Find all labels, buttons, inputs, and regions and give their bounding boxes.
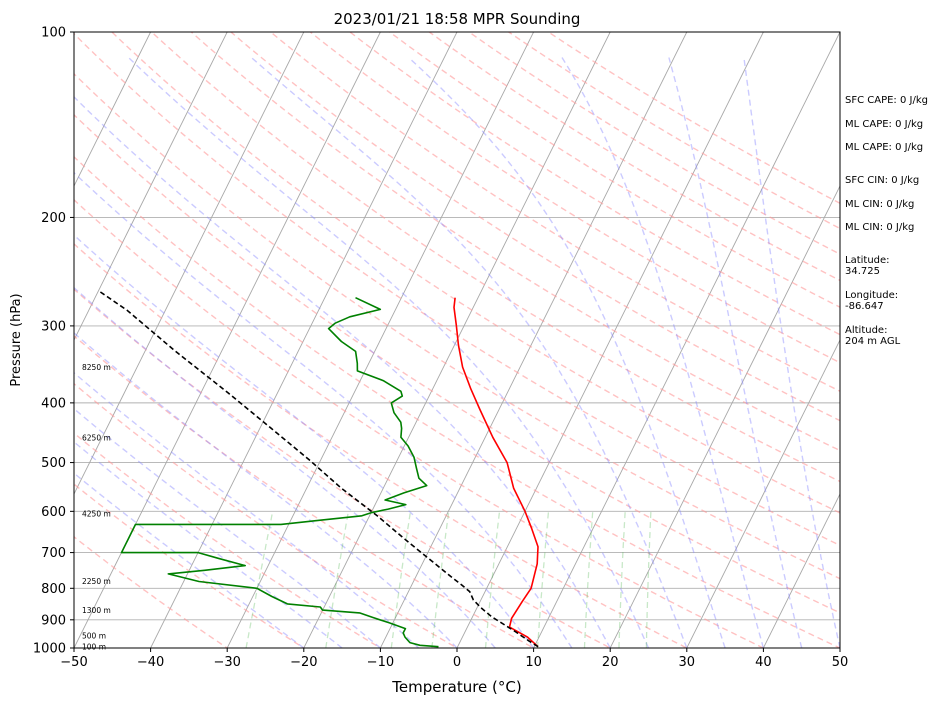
mixing-ratio-line — [390, 511, 412, 648]
height-label: 100 m — [82, 643, 106, 652]
moist-adiabat — [74, 472, 305, 648]
dry-adiabat — [74, 32, 840, 547]
dry-adiabat — [348, 32, 840, 336]
isotherm-line — [379, 32, 688, 648]
dry-adiabat — [150, 32, 840, 483]
isotherm-line — [74, 32, 228, 342]
x-tick-label: −50 — [60, 655, 87, 670]
dry-adiabat — [74, 382, 459, 648]
ml-cape-label-1: ML CAPE: 0 J/kg — [845, 119, 924, 130]
y-tick-label: 800 — [41, 582, 66, 597]
moist-adiabat — [74, 332, 458, 648]
moist-adiabat — [74, 286, 496, 648]
ml-cin-label-1: ML CIN: 0 J/kg — [845, 199, 915, 210]
parcel-profile — [98, 290, 539, 648]
dry-adiabat — [74, 198, 766, 648]
moist-adiabat — [74, 234, 535, 648]
latitude-label: Latitude: — [845, 255, 890, 266]
longitude-label: Longitude: — [845, 290, 899, 301]
ml-cape-label-2: ML CAPE: 0 J/kg — [845, 142, 924, 153]
dry-adiabat — [74, 432, 382, 648]
x-tick-label: −40 — [137, 655, 164, 670]
y-tick-label: 900 — [41, 613, 66, 628]
isotherm-line — [150, 32, 458, 648]
mixing-ratio-line — [245, 511, 274, 648]
dry-adiabat — [74, 155, 840, 648]
y-tick-label: 400 — [41, 396, 66, 411]
mixing-ratio-line — [618, 511, 626, 648]
isotherm-line — [762, 492, 840, 648]
dry-adiabat — [74, 243, 689, 648]
isotherm-line — [74, 32, 381, 648]
mixing-ratio-line — [536, 511, 550, 648]
dry-adiabat — [74, 288, 612, 648]
dry-adiabat — [74, 113, 840, 614]
moist-adiabat — [668, 57, 803, 648]
dry-adiabat — [229, 32, 840, 422]
moist-adiabat — [743, 57, 840, 648]
longitude-value: -86.647 — [845, 301, 884, 312]
sfc-cape-label: SFC CAPE: 0 J/kg — [845, 95, 928, 106]
isotherm-line — [74, 32, 305, 496]
y-tick-label: 500 — [41, 456, 66, 471]
height-label: 1300 m — [82, 606, 111, 615]
y-tick-label: 200 — [41, 211, 66, 226]
x-tick-label: −30 — [213, 655, 240, 670]
dry-adiabat — [74, 334, 536, 648]
isotherm-line — [609, 184, 840, 648]
isotherm-line — [303, 32, 611, 648]
y-tick-label: 300 — [41, 319, 66, 334]
x-axis-label: Temperature (°C) — [391, 678, 521, 696]
isotherm-line — [226, 32, 535, 648]
height-label: 500 m — [82, 632, 106, 641]
dewpoint-profile — [120, 296, 439, 648]
isotherm-line — [686, 338, 840, 648]
moist-adiabat — [250, 56, 688, 648]
moist-adiabat — [408, 56, 726, 648]
moist-adiabat — [74, 371, 420, 648]
dry-adiabat — [74, 72, 840, 580]
moist-adiabat — [561, 57, 765, 648]
height-label: 8250 m — [82, 363, 111, 372]
moist-adiabat — [74, 441, 343, 648]
dry-adiabat — [74, 535, 229, 648]
x-tick-label: −10 — [367, 655, 394, 670]
isotherm-line — [533, 32, 840, 648]
moist-adiabat — [74, 171, 573, 648]
x-tick-label: 0 — [453, 655, 461, 670]
x-tick-label: −20 — [290, 655, 317, 670]
altitude-value: 204 m AGL — [845, 336, 901, 347]
dry-adiabat — [190, 32, 840, 452]
mixing-ratio-line — [325, 511, 350, 648]
moist-adiabat — [74, 95, 611, 648]
dry-adiabat — [74, 483, 306, 648]
x-tick-label: 20 — [602, 655, 619, 670]
dry-adiabat — [110, 32, 840, 514]
y-axis-label: Pressure (hPa) — [9, 293, 24, 386]
mixing-ratio-line — [484, 511, 501, 648]
sfc-cin-label: SFC CIN: 0 J/kg — [845, 175, 920, 186]
mixing-ratio-line — [645, 511, 652, 648]
x-tick-label: 50 — [832, 655, 849, 670]
height-label: 6250 m — [82, 433, 111, 442]
height-label: 4250 m — [82, 510, 111, 519]
isotherm-line — [74, 32, 152, 188]
height-label: 2250 m — [82, 577, 111, 586]
y-tick-label: 700 — [41, 546, 66, 561]
y-tick-label: 600 — [41, 505, 66, 520]
chart-title: 2023/01/21 18:58 MPR Sounding — [334, 10, 581, 28]
altitude-label: Altitude: — [845, 325, 888, 336]
isotherm-line — [456, 32, 764, 648]
y-tick-label: 1000 — [33, 642, 66, 657]
y-tick-label: 100 — [41, 26, 66, 41]
mixing-ratio-line — [431, 511, 450, 648]
x-tick-label: 30 — [679, 655, 696, 670]
temperature-profile — [453, 297, 539, 648]
ml-cin-label-2: ML CIN: 0 J/kg — [845, 222, 915, 233]
x-tick-label: 10 — [525, 655, 542, 670]
x-tick-label: 40 — [755, 655, 772, 670]
dry-adiabat — [309, 32, 840, 364]
latitude-value: 34.725 — [845, 266, 880, 277]
